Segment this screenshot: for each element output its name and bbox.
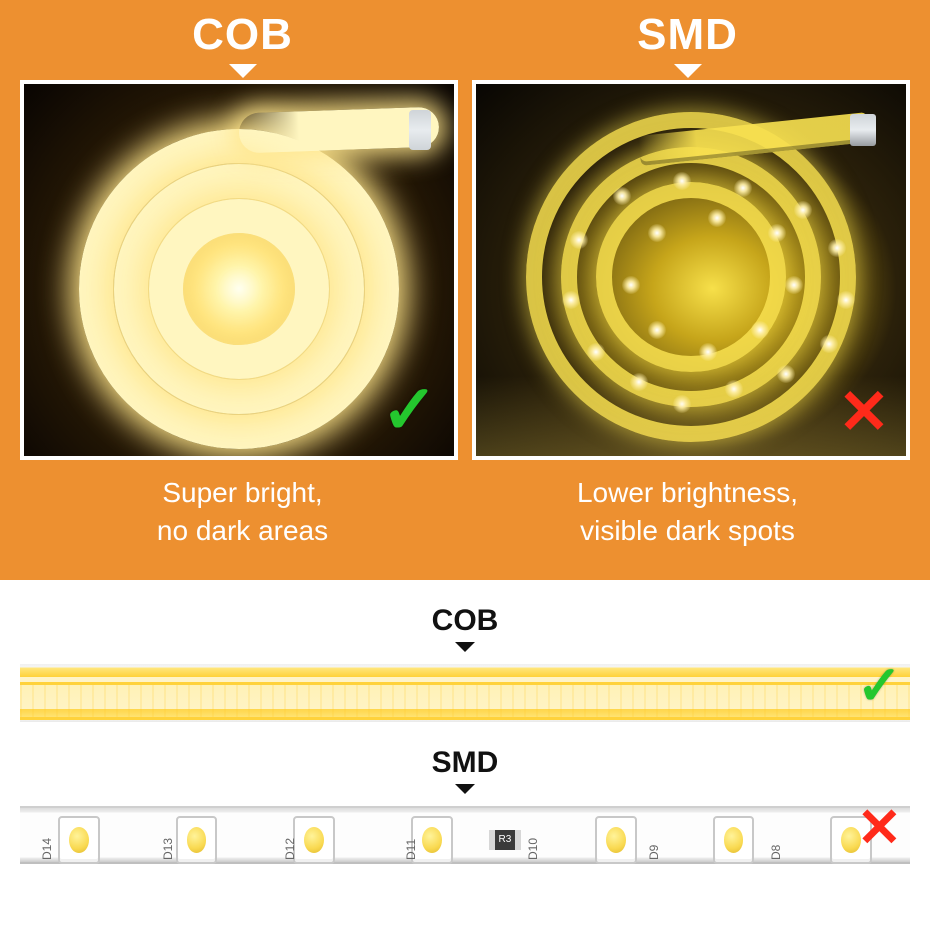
cob-strip-wrap: ✓: [20, 658, 910, 728]
led-flare: [570, 231, 588, 249]
cob-photo: ✓: [20, 80, 458, 460]
smd-photo: ✕: [472, 80, 910, 460]
strip-section: COB ✓ SMD R3 D14D13D12D11D10D9D8 ✕: [0, 580, 930, 898]
led-flare: [622, 276, 640, 294]
cob-strip: [20, 664, 910, 722]
led-flare: [837, 291, 855, 309]
caption-smd: Lower brightness, visible dark spots: [465, 474, 910, 550]
led-flare: [708, 209, 726, 227]
chevron-down-icon: [455, 784, 475, 794]
led-flare: [828, 239, 846, 257]
pcb-labels: D14D13D12D11D10D9D8: [20, 846, 910, 860]
header-cob-text: COB: [192, 10, 293, 59]
cob-coil-ring: [149, 199, 329, 379]
smd-strip-wrap: R3 D14D13D12D11D10D9D8 ✕: [20, 800, 910, 870]
led-flare: [699, 343, 717, 361]
cob-connector: [409, 110, 431, 150]
cross-icon: ✕: [857, 796, 902, 859]
smd-section-label: SMD: [20, 746, 910, 780]
photo-row: ✓ ✕: [20, 80, 910, 460]
led-flare: [751, 321, 769, 339]
led-flare: [562, 291, 580, 309]
led-flare: [648, 321, 666, 339]
chevron-down-icon: [674, 64, 702, 78]
led-flare: [820, 335, 838, 353]
header-row: COB SMD: [20, 0, 910, 80]
caption-row: Super bright, no dark areas Lower bright…: [20, 474, 910, 550]
chevron-down-icon: [229, 64, 257, 78]
cob-section-label: COB: [20, 604, 910, 638]
header-smd: SMD: [465, 0, 910, 80]
smd-strip: R3 D14D13D12D11D10D9D8: [20, 806, 910, 864]
caption-smd-line1: Lower brightness,: [577, 477, 798, 508]
led-flare: [613, 187, 631, 205]
check-icon: ✓: [381, 376, 438, 444]
caption-cob: Super bright, no dark areas: [20, 474, 465, 550]
led-flare: [794, 201, 812, 219]
led-flare: [587, 343, 605, 361]
header-cob: COB: [20, 0, 465, 80]
caption-cob-line2: no dark areas: [157, 515, 328, 546]
caption-smd-line2: visible dark spots: [580, 515, 795, 546]
chevron-down-icon: [455, 642, 475, 652]
led-flare: [734, 179, 752, 197]
check-icon: ✓: [857, 654, 902, 717]
led-flare: [785, 276, 803, 294]
led-flare: [768, 224, 786, 242]
led-flare: [673, 172, 691, 190]
header-smd-text: SMD: [637, 10, 738, 59]
comparison-panel: COB SMD ✓ ✕ Supe: [0, 0, 930, 580]
cross-icon: ✕: [838, 382, 890, 444]
led-flare: [648, 224, 666, 242]
caption-cob-line1: Super bright,: [162, 477, 322, 508]
